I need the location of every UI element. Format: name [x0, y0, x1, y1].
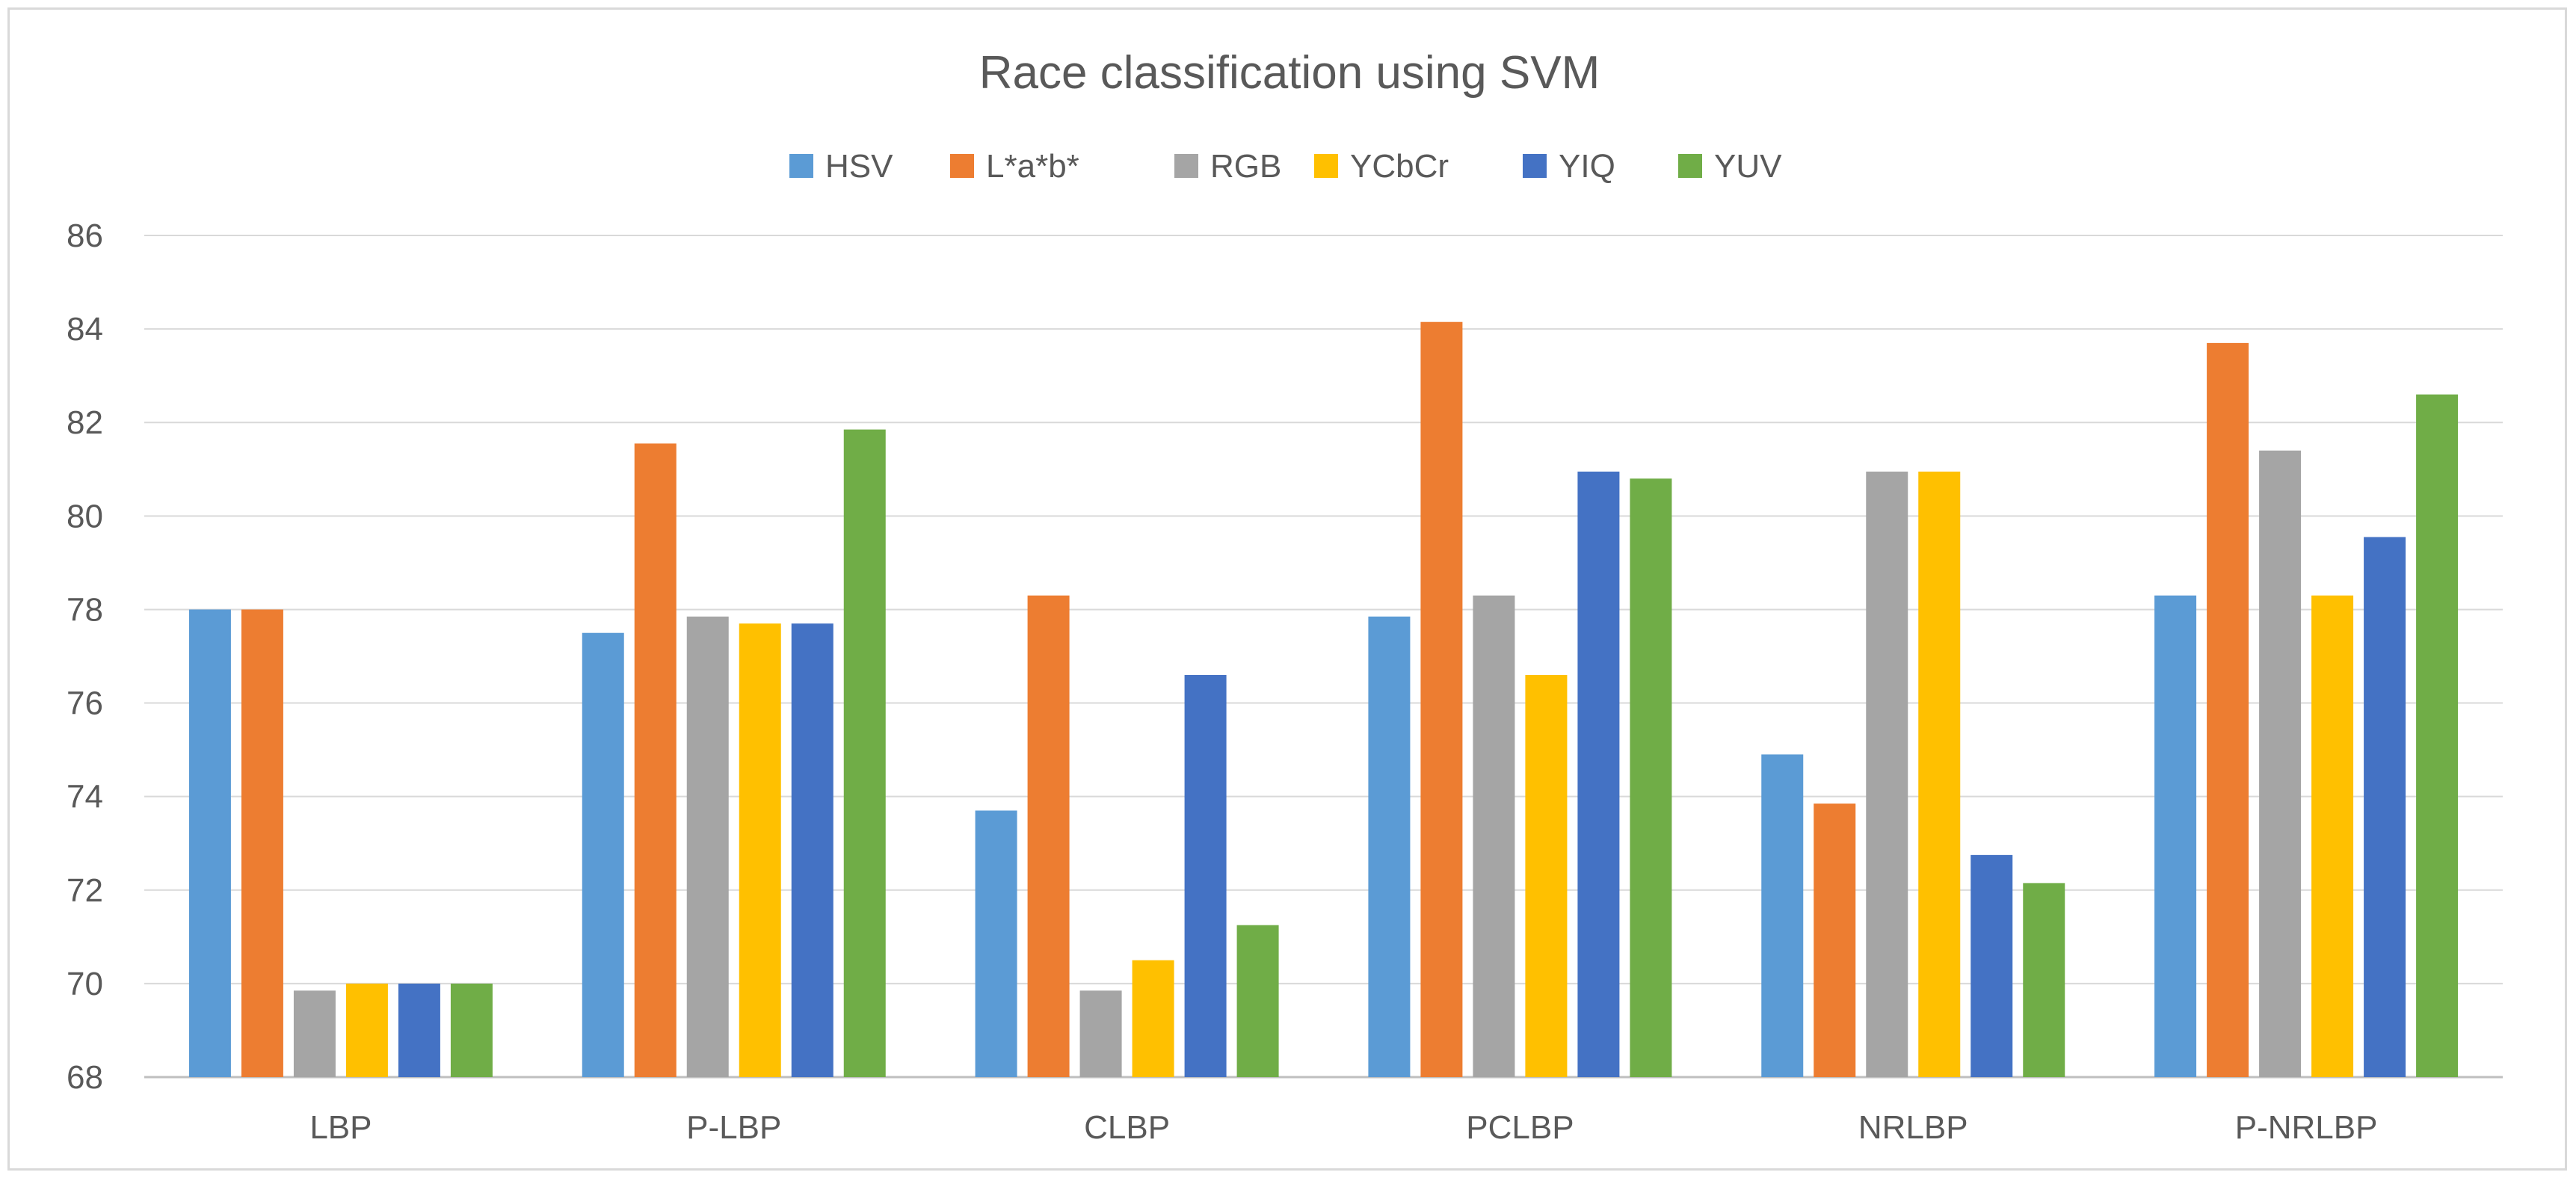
bar-p-nrlbp-ycbcr [2311, 595, 2354, 1077]
bar-lbp-rgb [293, 990, 336, 1077]
y-tick-label: 84 [67, 311, 103, 348]
bar-p-lbp-yiq [791, 623, 833, 1077]
chart-title: Race classification using SVM [979, 47, 1600, 99]
y-tick-label: 70 [67, 966, 103, 1002]
bar-lbp-ycbcr [345, 983, 388, 1077]
legend: HSV L*a*b* RGB YCbCr YIQ YUV [789, 148, 1782, 185]
bar-clbp-yuv [1236, 925, 1279, 1077]
bar-p-nrlbp-lab [2207, 342, 2249, 1077]
bar-pclbp-yuv [1630, 478, 1672, 1077]
legend-label: YCbCr [1350, 148, 1449, 185]
bar-p-nrlbp-rgb [2259, 450, 2302, 1077]
y-tick-label: 78 [67, 591, 103, 628]
bar-p-lbp-ycbcr [739, 623, 781, 1077]
bar-clbp-rgb [1079, 990, 1122, 1077]
legend-label: RGB [1210, 148, 1281, 185]
bar-lbp-hsv [188, 609, 231, 1077]
legend-swatch-hsv [789, 154, 813, 178]
x-axis-ticks: LBP P-LBP CLBP PCLBP NRLBP P-NRLBP [309, 1109, 2377, 1146]
bar-pclbp-ycbcr [1525, 675, 1568, 1077]
legend-swatch-lab [950, 154, 974, 178]
legend-label: YIQ [1559, 148, 1615, 185]
bar-nrlbp-yiq [1970, 854, 2013, 1077]
legend-swatch-ycbcr [1314, 154, 1338, 178]
y-tick-label: 80 [67, 498, 103, 534]
bar-p-nrlbp-yuv [2416, 394, 2459, 1077]
y-tick-label: 74 [67, 779, 103, 815]
legend-label: HSV [825, 148, 893, 185]
bar-p-lbp-lab [634, 443, 677, 1077]
y-tick-label: 72 [67, 872, 103, 909]
bar-pclbp-rgb [1473, 595, 1515, 1077]
bar-chart: Race classification using SVM HSV L*a*b* R… [67, 47, 2503, 1146]
chart-frame: Race classification using SVM HSV L*a*b* R… [7, 7, 2567, 1171]
bar-lbp-yuv [450, 983, 493, 1077]
y-tick-label: 86 [67, 218, 103, 254]
bar-p-lbp-yuv [843, 429, 886, 1077]
x-tick-label: P-LBP [686, 1109, 781, 1146]
bar-pclbp-lab [1420, 321, 1463, 1077]
legend-swatch-yiq [1523, 154, 1547, 178]
x-tick-label: CLBP [1084, 1109, 1170, 1146]
x-tick-label: P-NRLBP [2235, 1109, 2378, 1146]
legend-swatch-yuv [1678, 154, 1702, 178]
bar-lbp-lab [241, 609, 283, 1077]
bar-nrlbp-hsv [1761, 754, 1804, 1077]
x-tick-label: PCLBP [1466, 1109, 1574, 1146]
bar-clbp-ycbcr [1132, 960, 1174, 1077]
bar-p-nrlbp-hsv [2154, 595, 2197, 1077]
bar-p-lbp-hsv [582, 632, 624, 1077]
bar-p-lbp-rgb [686, 616, 729, 1077]
bar-pclbp-yiq [1577, 471, 1620, 1077]
bar-nrlbp-lab [1814, 804, 1856, 1077]
bars [188, 321, 2459, 1077]
bar-nrlbp-ycbcr [1918, 471, 1961, 1077]
x-tick-label: NRLBP [1858, 1109, 1968, 1146]
bar-lbp-yiq [398, 983, 440, 1077]
legend-label: YUV [1714, 148, 1782, 185]
bar-p-nrlbp-yiq [2364, 537, 2406, 1077]
legend-swatch-rgb [1174, 154, 1198, 178]
y-tick-label: 76 [67, 685, 103, 722]
legend-label: L*a*b* [986, 148, 1079, 185]
y-tick-label: 68 [67, 1059, 103, 1096]
bar-nrlbp-yuv [2023, 883, 2065, 1077]
gridlines [144, 235, 2503, 1079]
x-tick-label: LBP [309, 1109, 372, 1146]
bar-clbp-yiq [1184, 675, 1227, 1077]
bar-pclbp-hsv [1368, 616, 1411, 1077]
bar-clbp-lab [1027, 595, 1070, 1077]
y-axis-ticks: 68 70 72 74 76 78 80 82 84 86 [67, 218, 103, 1096]
bar-clbp-hsv [975, 810, 1017, 1077]
y-tick-label: 82 [67, 404, 103, 441]
bar-nrlbp-rgb [1866, 471, 1908, 1077]
